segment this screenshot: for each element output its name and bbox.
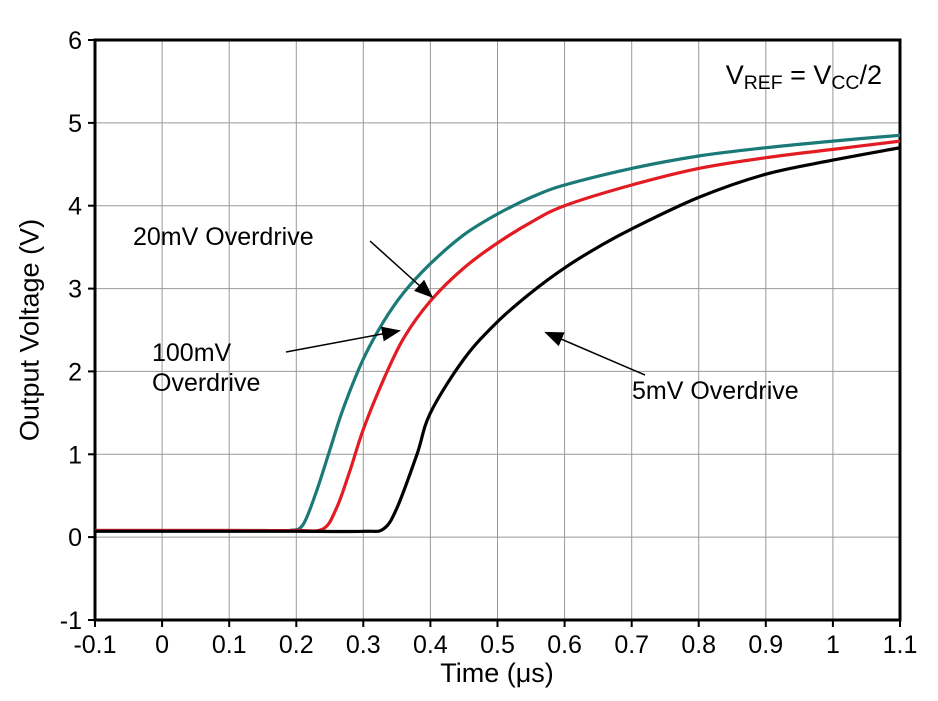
y-tick-label: 5 [68,110,82,138]
vref-tail: /2 [859,60,882,90]
vref-sub-ref: REF [743,72,783,94]
x-tick-label: 0.6 [547,631,582,659]
x-tick-label: 0.4 [413,631,448,659]
y-tick-label: 3 [68,276,82,304]
x-tick-label: 0.3 [346,631,381,659]
x-tick-label: -0.1 [73,631,116,659]
y-tick-label: -1 [60,607,82,635]
x-tick-label: 1 [826,631,840,659]
annotation-arrow [544,331,646,376]
series-5mv-overdrive [95,146,900,534]
y-tick-label: 6 [68,27,82,55]
x-tick-label: 0.7 [614,631,649,659]
annotation-label: 5mV Overdrive [632,376,799,406]
x-tick-label: 0.5 [480,631,515,659]
x-tick-label: 0.2 [279,631,314,659]
vref-mid: = V [782,60,832,90]
vref-v: V [725,60,744,90]
y-tick-label: 2 [68,358,82,386]
annotation-arrow [369,240,434,299]
vref-sub-cc: CC [831,72,860,94]
annotation-label-line: 5mV Overdrive [632,377,799,405]
annotation-label: 100mV Overdrive [152,338,260,398]
vref-equation-label: VREF = VCC/2 [726,60,882,95]
y-tick-label: 4 [68,193,82,221]
y-axis-title: Output Voltage (V) [14,218,45,442]
annotation-label-line: Overdrive [152,369,261,397]
y-tick-label: 0 [68,524,82,552]
x-tick-label: 0 [155,631,169,659]
tick-labels: -0.1 0 0.1 0.2 0.3 0.4 0.5 0.6 0.7 0.8 0.9 1 1.1 -1 0 1… [60,27,918,659]
annotation-arrow [285,326,401,353]
annotation-arrows [285,240,646,376]
x-axis-title: Time (μs) [440,658,554,688]
annotation-label-line: 20mV Overdrive [133,223,314,251]
annotation-label: 20mV Overdrive [133,222,314,252]
axis-ticks [88,39,901,627]
annotation-label-line: 100mV [152,339,232,367]
x-tick-label: 1.1 [883,631,918,659]
x-tick-label: 0.9 [748,631,783,659]
y-tick-label: 1 [68,441,82,469]
x-tick-label: 0.8 [681,631,716,659]
x-tick-label: 0.1 [212,631,247,659]
series-curves [95,133,900,534]
grid-lines [94,39,901,621]
